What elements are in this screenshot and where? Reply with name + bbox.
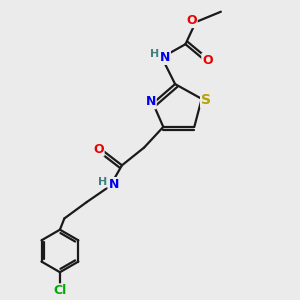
Text: H: H <box>150 49 159 59</box>
Text: O: O <box>186 14 197 27</box>
Text: S: S <box>201 93 211 107</box>
Text: H: H <box>98 176 107 187</box>
Text: O: O <box>202 54 213 67</box>
Text: O: O <box>93 142 104 156</box>
Text: N: N <box>160 51 170 64</box>
Text: N: N <box>109 178 119 191</box>
Text: N: N <box>146 95 156 108</box>
Text: Cl: Cl <box>53 284 67 297</box>
